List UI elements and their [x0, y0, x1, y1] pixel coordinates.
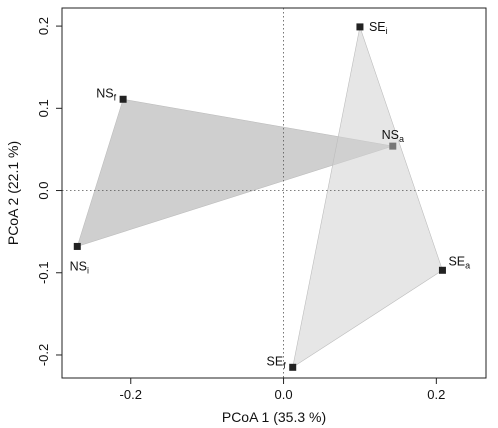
hull-ns [76, 98, 393, 247]
point-nsf [119, 95, 127, 103]
point-sei [356, 23, 364, 31]
y-axis: -0.2 -0.1 0.0 0.1 0.2 [36, 17, 62, 366]
y-axis-title: PCoA 2 (22.1 %) [5, 141, 21, 245]
point-sea [438, 266, 446, 274]
point-label-sef: SEf [267, 354, 287, 370]
point-nsa [389, 142, 397, 150]
y-tick-label: 0.0 [36, 181, 51, 199]
point-layer [73, 23, 446, 371]
plot-frame [61, 7, 487, 379]
reference-lines [62, 8, 486, 378]
x-tick-label: 0.0 [275, 387, 293, 402]
hull-layer [76, 25, 443, 368]
y-tick-label: -0.1 [36, 262, 51, 284]
y-tick-label: 0.2 [36, 17, 51, 35]
point-label-sea: SEa [448, 254, 470, 270]
point-label-nsi: NSi [70, 259, 89, 275]
x-tick-label: -0.2 [120, 387, 142, 402]
point-label-nsf: NSf [96, 86, 116, 102]
x-axis: -0.2 0.0 0.2 [120, 378, 445, 402]
point-sef [289, 363, 297, 371]
x-axis-title: PCoA 1 (35.3 %) [222, 409, 326, 425]
point-label-nsa: NSa [382, 128, 404, 144]
point-nsi [73, 242, 81, 250]
point-label-layer: NSf NSi NSa SEi SEa SEf [70, 20, 471, 370]
y-tick-label: 0.1 [36, 99, 51, 117]
x-tick-label: 0.2 [427, 387, 445, 402]
point-label-sei: SEi [369, 20, 388, 36]
y-tick-label: -0.2 [36, 344, 51, 366]
hull-se [292, 25, 443, 368]
